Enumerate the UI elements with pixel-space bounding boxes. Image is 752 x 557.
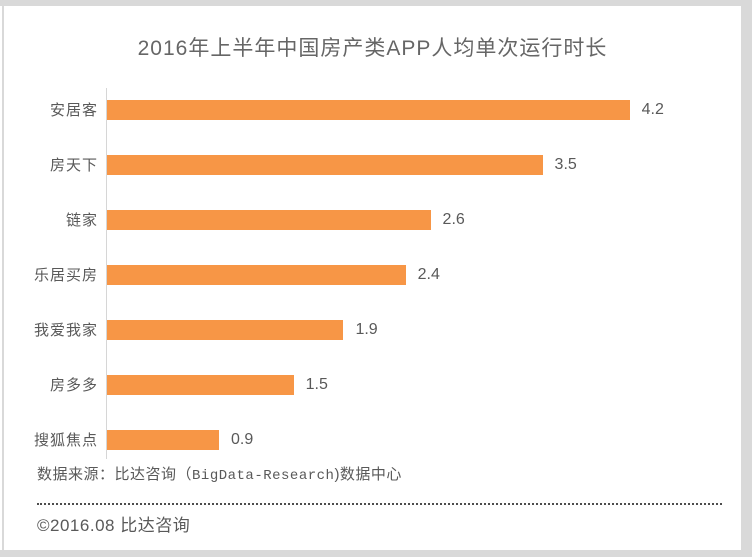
category-label: 我爱我家 bbox=[33, 322, 98, 339]
category-label: 房多多 bbox=[49, 377, 98, 394]
bar-rows: 安居客 4.2 房天下 3.5 链家 2.6 乐居买房 2.4 我爱我家 1.9 房多多 1.5 搜狐焦… bbox=[4, 82, 741, 467]
category-label: 链家 bbox=[65, 212, 98, 229]
bar bbox=[107, 99, 630, 120]
bar bbox=[107, 374, 294, 395]
bar-track: 1.5 bbox=[107, 374, 667, 395]
chart-card: 2016年上半年中国房产类APP人均单次运行时长 安居客 4.2 房天下 3.5 链家 2… bbox=[4, 6, 741, 550]
bar bbox=[107, 154, 543, 175]
frame-border-bottom bbox=[0, 550, 752, 557]
frame-border-left bbox=[2, 0, 4, 557]
dotted-divider-line bbox=[37, 503, 722, 505]
bar-row: 房天下 3.5 bbox=[4, 137, 741, 192]
bar-row: 我爱我家 1.9 bbox=[4, 302, 741, 357]
bar bbox=[107, 319, 344, 340]
value-label: 1.5 bbox=[305, 375, 328, 393]
category-label: 房天下 bbox=[49, 157, 98, 174]
value-label: 2.6 bbox=[442, 210, 465, 228]
bar-chart: 安居客 4.2 房天下 3.5 链家 2.6 乐居买房 2.4 我爱我家 1.9 房多多 1.5 搜狐焦… bbox=[4, 82, 741, 467]
value-label: 4.2 bbox=[641, 100, 664, 118]
bar-track: 4.2 bbox=[107, 99, 667, 120]
source-note: 数据来源：比达咨询（BigData-Research)数据中心 bbox=[37, 463, 402, 484]
bar-row: 链家 2.6 bbox=[4, 192, 741, 247]
source-note-suffix: )数据中心 bbox=[334, 466, 402, 483]
copyright-text: ©2016.08 比达咨询 bbox=[37, 516, 191, 535]
bar-track: 1.9 bbox=[107, 319, 667, 340]
bar bbox=[107, 429, 219, 450]
bar-row: 房多多 1.5 bbox=[4, 357, 741, 412]
bar-track: 3.5 bbox=[107, 154, 667, 175]
category-label: 乐居买房 bbox=[33, 267, 98, 284]
frame-border-top bbox=[0, 0, 752, 6]
category-label: 搜狐焦点 bbox=[33, 432, 98, 449]
value-label: 0.9 bbox=[231, 430, 254, 448]
source-note-prefix: 数据来源：比达咨询（ bbox=[37, 466, 193, 483]
source-note-latin: BigData-Research bbox=[192, 468, 335, 484]
bar-row: 搜狐焦点 0.9 bbox=[4, 412, 741, 467]
bar-row: 乐居买房 2.4 bbox=[4, 247, 741, 302]
bar bbox=[107, 264, 406, 285]
category-label: 安居客 bbox=[49, 102, 98, 119]
bar-track: 2.6 bbox=[107, 209, 667, 230]
y-axis-line bbox=[106, 88, 107, 459]
bar-track: 2.4 bbox=[107, 264, 667, 285]
value-label: 1.9 bbox=[355, 320, 378, 338]
bar-row: 安居客 4.2 bbox=[4, 82, 741, 137]
frame-border-right bbox=[741, 0, 752, 557]
bar-track: 0.9 bbox=[107, 429, 667, 450]
chart-title: 2016年上半年中国房产类APP人均单次运行时长 bbox=[137, 37, 608, 60]
value-label: 2.4 bbox=[417, 265, 440, 283]
bar bbox=[107, 209, 431, 230]
value-label: 3.5 bbox=[554, 155, 577, 173]
